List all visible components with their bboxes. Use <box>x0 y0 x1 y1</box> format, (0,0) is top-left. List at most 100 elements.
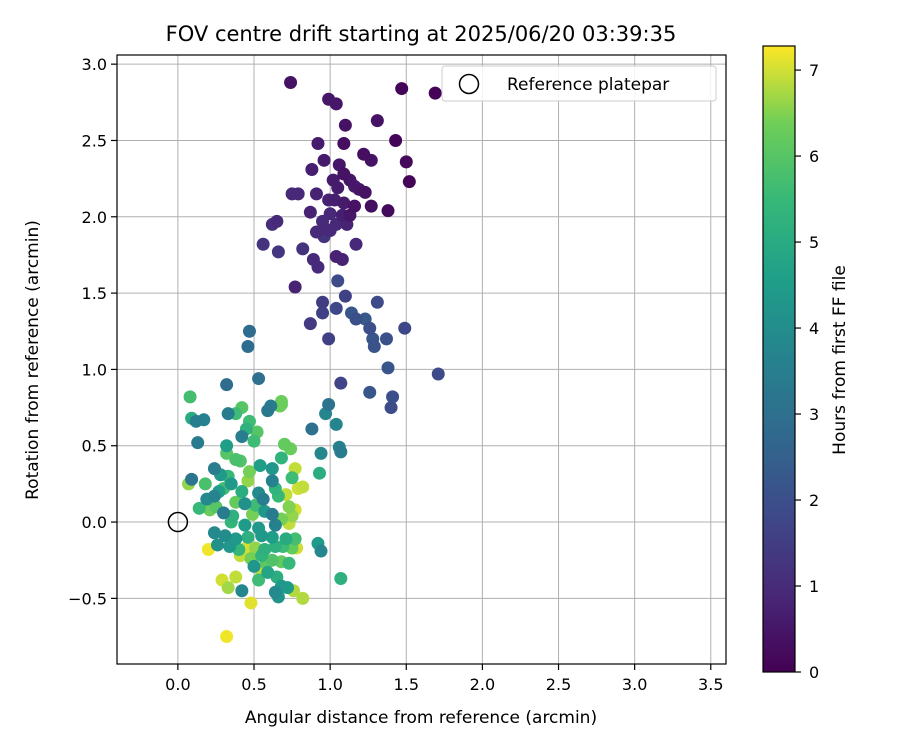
data-point <box>271 245 285 259</box>
data-point <box>252 372 266 386</box>
x-tick-label: 2.5 <box>546 675 571 694</box>
colorbar-tick-label: 1 <box>809 577 819 596</box>
data-point <box>270 214 284 228</box>
data-point <box>265 530 279 544</box>
data-point <box>323 207 337 221</box>
data-point <box>221 407 235 421</box>
data-point <box>370 295 384 309</box>
data-point <box>207 526 221 540</box>
data-point <box>191 436 205 450</box>
data-point <box>220 630 234 644</box>
data-point <box>189 414 203 428</box>
data-point <box>256 492 270 506</box>
data-point <box>428 86 442 100</box>
data-point <box>329 417 343 431</box>
data-point <box>337 196 351 210</box>
data-point <box>288 532 302 546</box>
y-tick-label: 2.0 <box>82 208 107 227</box>
data-points <box>182 75 445 644</box>
data-point <box>244 596 258 610</box>
colorbar-ticks: 0 1 2 3 4 5 6 7 <box>795 61 819 682</box>
colorbar-tick-label: 2 <box>809 491 819 510</box>
data-point <box>192 501 206 515</box>
data-point <box>265 553 279 567</box>
colorbar-gradient <box>762 45 796 673</box>
data-point <box>331 181 345 195</box>
data-point <box>241 530 255 544</box>
data-point <box>399 155 413 169</box>
data-point <box>311 260 325 274</box>
legend-marker <box>458 73 480 95</box>
data-point <box>223 539 237 553</box>
data-point <box>252 573 266 587</box>
data-point <box>235 584 249 598</box>
data-point <box>258 543 272 557</box>
data-point <box>337 167 351 181</box>
data-point <box>241 340 255 354</box>
data-point <box>348 199 362 213</box>
data-point <box>220 378 234 392</box>
legend-entry-label: Reference platepar <box>507 75 669 95</box>
data-point <box>247 434 261 448</box>
chart-title: FOV centre drift starting at 2025/06/20 … <box>166 22 677 46</box>
plot-frame <box>116 54 727 665</box>
data-point <box>334 376 348 390</box>
data-point <box>247 559 261 573</box>
data-point <box>349 237 363 251</box>
data-point <box>210 538 224 552</box>
data-point <box>317 153 331 167</box>
data-point <box>277 437 291 451</box>
data-point <box>268 585 282 599</box>
data-point <box>235 430 249 444</box>
y-tick-label: 1.0 <box>82 360 107 379</box>
colorbar-tick-label: 7 <box>809 61 819 80</box>
colorbar-label: Hours from first FF file <box>830 265 850 455</box>
data-point <box>305 422 319 436</box>
data-point <box>224 477 238 491</box>
colorbar-tick-label: 6 <box>809 147 819 166</box>
data-point <box>311 137 325 151</box>
grid <box>117 55 726 664</box>
data-point <box>238 497 252 511</box>
data-point <box>309 187 323 201</box>
legend-box <box>441 65 717 102</box>
data-point <box>303 205 317 219</box>
data-point <box>316 295 330 309</box>
data-point <box>279 532 293 546</box>
x-axis-ticks: 0.0 0.5 1.0 1.5 2.0 2.5 3.0 3.5 <box>165 664 724 694</box>
data-point <box>255 529 269 543</box>
y-tick-label: −0.5 <box>68 589 107 608</box>
x-tick-label: 0.0 <box>165 675 190 694</box>
y-axis-label: Rotation from reference (arcmin) <box>23 220 43 500</box>
data-point <box>395 82 409 96</box>
data-point <box>229 452 243 466</box>
data-point <box>305 162 319 176</box>
data-point <box>363 321 377 335</box>
x-tick-label: 1.5 <box>394 675 419 694</box>
data-point <box>334 445 348 459</box>
y-tick-label: 3.0 <box>82 55 107 74</box>
data-point <box>363 385 377 399</box>
x-tick-label: 3.5 <box>698 675 723 694</box>
colorbar-tick-label: 4 <box>809 319 819 338</box>
data-point <box>349 312 363 326</box>
data-point <box>296 242 310 256</box>
data-point <box>367 340 381 354</box>
colorbar-tick-label: 0 <box>809 663 819 682</box>
data-point <box>265 507 279 521</box>
x-tick-label: 0.5 <box>241 675 266 694</box>
data-point <box>242 465 256 479</box>
data-point <box>235 485 249 499</box>
data-point <box>274 398 288 412</box>
data-point <box>379 332 393 346</box>
data-point <box>337 137 351 151</box>
data-point <box>303 317 317 331</box>
data-point <box>220 439 234 453</box>
data-point <box>282 500 296 514</box>
data-point <box>253 459 267 473</box>
data-point <box>370 114 384 128</box>
data-point <box>386 390 400 404</box>
data-point <box>322 398 336 412</box>
